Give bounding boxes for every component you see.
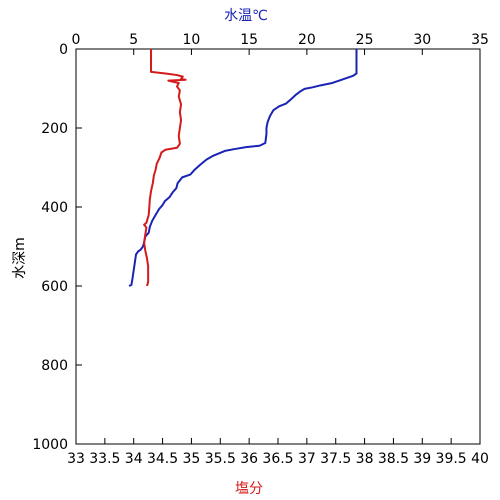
left-axis-tick-label: 200 bbox=[41, 121, 68, 137]
bottom-axis-tick-label: 36 bbox=[240, 451, 258, 467]
top-axis-title: 水温℃ bbox=[224, 8, 268, 24]
top-axis-tick-label: 35 bbox=[471, 32, 489, 48]
bottom-axis-tick-label: 33.5 bbox=[89, 451, 120, 467]
bottom-axis-tick-label: 39 bbox=[413, 451, 431, 467]
series-layer bbox=[128, 49, 358, 287]
bottom-axis-tick-label: 37 bbox=[298, 451, 316, 467]
salinity-series-line bbox=[143, 49, 187, 287]
bottom-axis-tick-label: 39.5 bbox=[436, 451, 467, 467]
bottom-axis-tick-label: 34.5 bbox=[147, 451, 178, 467]
bottom-axis-title: 塩分 bbox=[235, 481, 263, 497]
bottom-axis-tick-label: 36.5 bbox=[262, 451, 293, 467]
left-axis-tick-label: 400 bbox=[41, 200, 68, 216]
bottom-axis-tick-label: 40 bbox=[471, 451, 489, 467]
left-axis-tick-label: 1000 bbox=[32, 437, 68, 453]
top-axis-tick-label: 5 bbox=[129, 32, 138, 48]
top-axis-tick-label: 20 bbox=[298, 32, 316, 48]
left-axis-title: 水深m bbox=[12, 237, 28, 279]
bottom-axis-tick-label: 38 bbox=[356, 451, 374, 467]
left-axis-tick-label: 0 bbox=[59, 42, 68, 58]
bottom-axis-tick-label: 34 bbox=[125, 451, 143, 467]
left-axis-tick-label: 600 bbox=[41, 279, 68, 295]
top-axis-tick-label: 10 bbox=[183, 32, 201, 48]
bottom-axis-tick-label: 35.5 bbox=[205, 451, 236, 467]
top-axis-tick-label: 25 bbox=[356, 32, 374, 48]
bottom-axis-ticks: 33 33.5 34 34.5 35 35.5 36 36.5 37 37.5 38 38.5 39 39… bbox=[67, 438, 489, 467]
bottom-axis-tick-label: 33 bbox=[67, 451, 85, 467]
top-axis-tick-label: 30 bbox=[413, 32, 431, 48]
bottom-axis-tick-label: 38.5 bbox=[378, 451, 409, 467]
bottom-axis-tick-label: 35 bbox=[183, 451, 201, 467]
top-axis-tick-label: 0 bbox=[72, 32, 81, 48]
left-axis-tick-label: 800 bbox=[41, 358, 68, 374]
bottom-axis-tick-label: 37.5 bbox=[320, 451, 351, 467]
top-axis-tick-label: 15 bbox=[240, 32, 258, 48]
top-axis-ticks: 0 5 10 15 20 25 30 35 bbox=[72, 32, 489, 55]
left-axis-ticks: 0 200 400 600 800 1000 bbox=[32, 42, 82, 453]
